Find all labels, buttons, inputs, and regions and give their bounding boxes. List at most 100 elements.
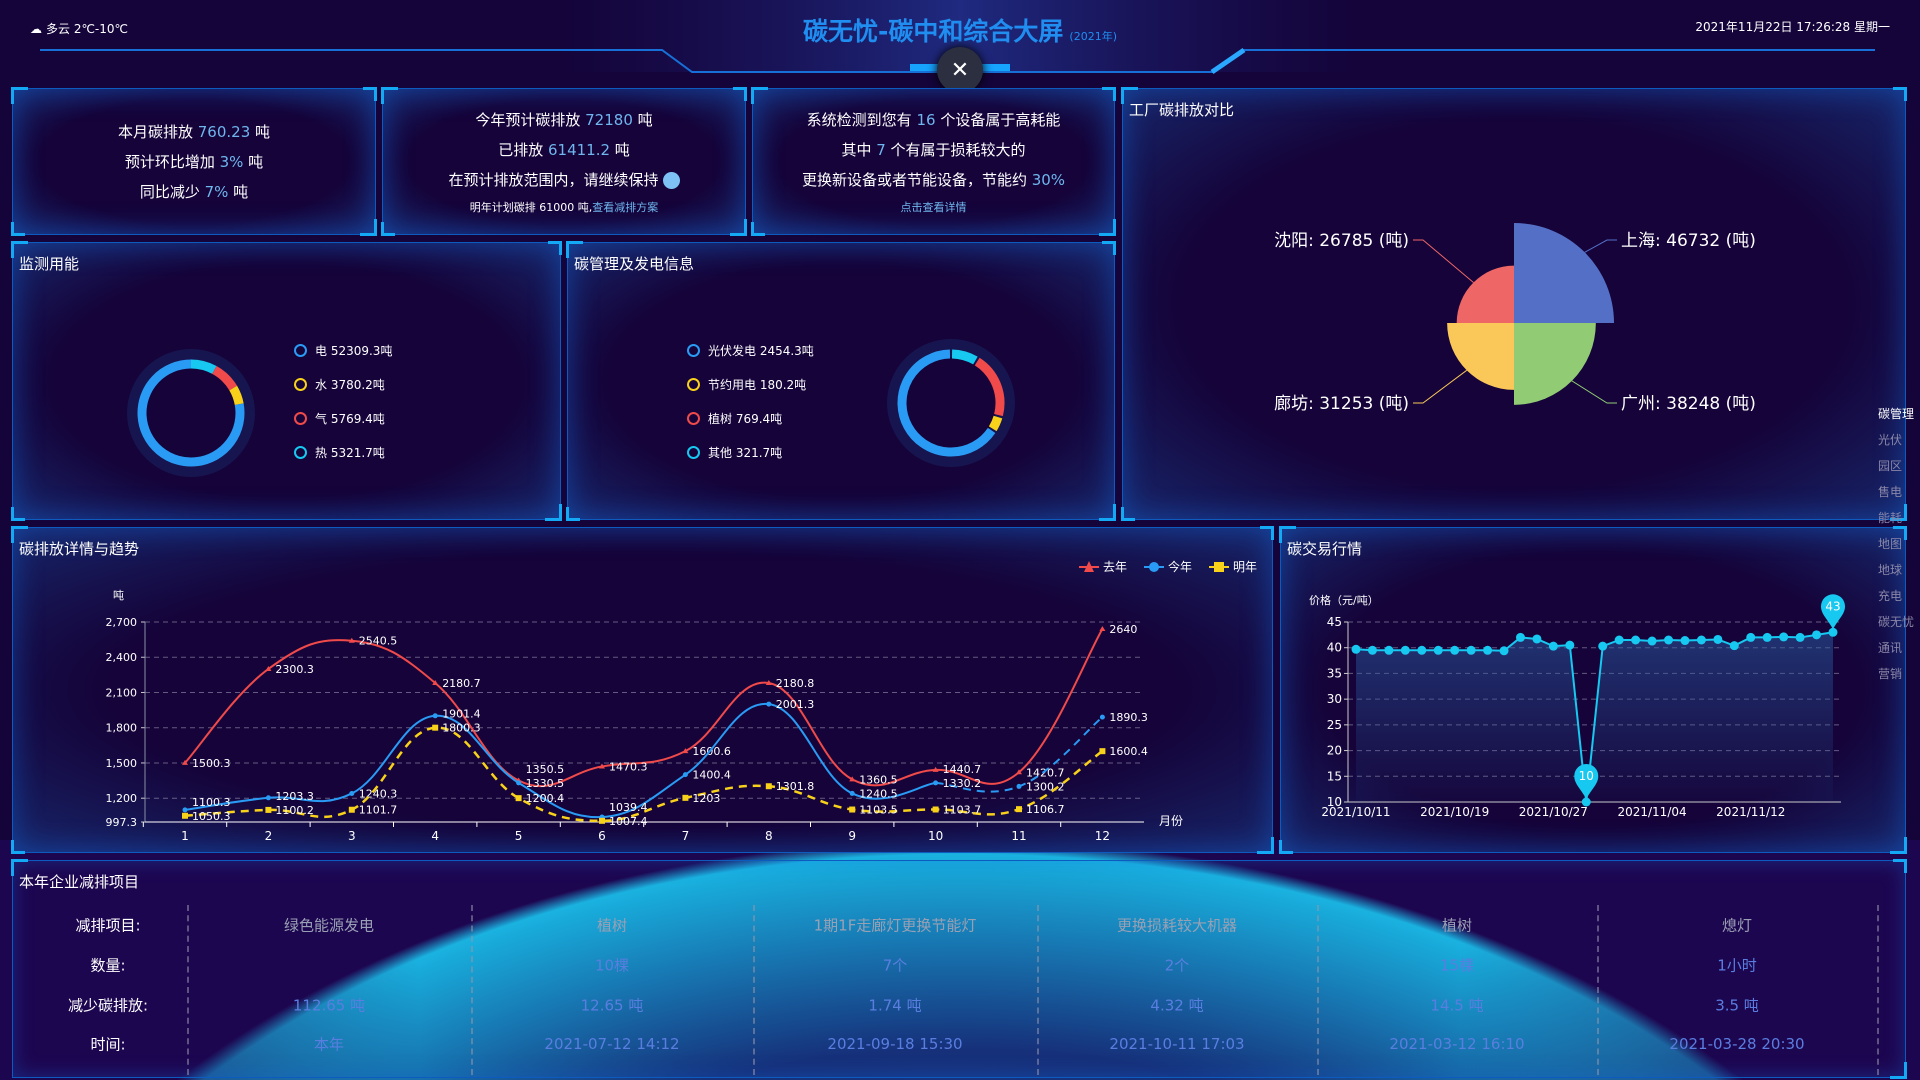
nav-item-能耗[interactable]: 能耗 — [1878, 511, 1903, 525]
nav-item-碳无忧[interactable]: 碳无忧 — [1878, 615, 1915, 629]
price-point[interactable] — [1664, 635, 1674, 645]
donut-segment[interactable] — [229, 385, 244, 406]
data-point[interactable] — [682, 772, 688, 778]
price-point[interactable] — [1400, 645, 1410, 655]
data-point[interactable] — [1016, 806, 1022, 813]
legend-item[interactable]: 水 3780.2吨 — [294, 376, 392, 392]
data-point[interactable] — [516, 780, 522, 786]
price-point[interactable] — [1746, 632, 1756, 642]
donut-segment[interactable] — [974, 357, 1005, 417]
detail-link[interactable]: 点击查看详情 — [900, 200, 967, 214]
nav-item-地图[interactable]: 地图 — [1878, 537, 1903, 551]
data-point[interactable] — [682, 748, 689, 754]
data-point[interactable] — [1016, 783, 1022, 789]
price-point[interactable] — [1384, 645, 1394, 655]
data-point[interactable] — [932, 766, 939, 772]
data-point[interactable] — [849, 790, 855, 796]
price-point[interactable] — [1581, 797, 1591, 807]
price-point[interactable] — [1499, 646, 1509, 656]
price-point[interactable] — [1598, 641, 1608, 651]
data-point[interactable] — [933, 780, 939, 786]
data-point[interactable] — [182, 759, 188, 765]
nav-item-售电[interactable]: 售电 — [1878, 485, 1903, 499]
pie-slice-沈阳[interactable] — [1456, 265, 1514, 323]
data-point[interactable] — [432, 713, 438, 719]
pie-slice-广州[interactable] — [1514, 323, 1596, 405]
legend-item-去年[interactable]: 去年 — [1079, 560, 1127, 574]
data-point[interactable] — [849, 776, 856, 782]
data-point[interactable] — [599, 817, 605, 824]
price-point[interactable] — [1532, 634, 1542, 644]
price-point[interactable] — [1795, 632, 1805, 642]
detail-link[interactable]: 查看减排方案 — [592, 200, 659, 214]
data-point[interactable] — [682, 794, 689, 801]
price-point[interactable] — [1631, 635, 1641, 645]
data-point[interactable] — [1099, 626, 1106, 632]
nav-item-园区[interactable]: 园区 — [1878, 459, 1903, 473]
data-point[interactable] — [1016, 769, 1022, 775]
legend-item[interactable]: 电 52309.3吨 — [294, 342, 392, 358]
nav-item-碳管理[interactable]: 碳管理 — [1878, 407, 1915, 421]
data-point[interactable] — [765, 679, 772, 685]
donut-segment[interactable] — [212, 365, 238, 391]
donut-segment[interactable] — [988, 415, 1003, 432]
price-point[interactable] — [1812, 630, 1822, 640]
legend-item[interactable]: 植树 769.4吨 — [687, 410, 814, 426]
price-point[interactable] — [1729, 641, 1739, 651]
price-point[interactable] — [1779, 632, 1789, 642]
data-point[interactable] — [348, 806, 355, 813]
price-point[interactable] — [1680, 636, 1690, 646]
donut-segment[interactable] — [897, 349, 996, 457]
nav-item-通讯[interactable]: 通讯 — [1878, 641, 1903, 655]
donut-segment[interactable] — [137, 359, 245, 467]
price-point[interactable] — [1828, 627, 1838, 637]
price-point[interactable] — [1367, 645, 1377, 655]
data-point[interactable] — [432, 679, 439, 685]
price-point[interactable] — [1351, 644, 1361, 654]
legend-item[interactable]: 气 5769.4吨 — [294, 410, 392, 426]
data-point[interactable] — [432, 724, 439, 731]
pie-slice-廊坊[interactable] — [1447, 323, 1514, 390]
price-point[interactable] — [1433, 645, 1443, 655]
data-point[interactable] — [265, 806, 272, 813]
donut-segment[interactable] — [951, 349, 978, 365]
data-point[interactable] — [932, 806, 939, 813]
legend-item[interactable]: 光伏发电 2454.3吨 — [687, 342, 814, 358]
nav-item-营销[interactable]: 营销 — [1878, 667, 1903, 681]
price-point[interactable] — [1450, 645, 1460, 655]
price-point[interactable] — [1762, 632, 1772, 642]
close-button[interactable]: ✕ — [937, 47, 983, 93]
data-point[interactable] — [348, 637, 355, 643]
price-point[interactable] — [1417, 645, 1427, 655]
data-point[interactable] — [265, 795, 271, 801]
nav-item-光伏[interactable]: 光伏 — [1878, 433, 1903, 447]
data-point[interactable] — [515, 795, 522, 802]
data-point[interactable] — [182, 807, 188, 813]
data-point[interactable] — [182, 812, 188, 819]
data-point[interactable] — [599, 763, 605, 769]
data-point[interactable] — [849, 806, 856, 813]
price-point[interactable] — [1515, 632, 1525, 642]
data-point[interactable] — [349, 790, 355, 796]
legend-item[interactable]: 节约用电 180.2吨 — [687, 376, 814, 392]
price-point[interactable] — [1713, 634, 1723, 644]
price-point[interactable] — [1565, 640, 1575, 650]
legend-item[interactable]: 其他 321.7吨 — [687, 444, 814, 460]
legend-item-今年[interactable]: 今年 — [1144, 559, 1192, 574]
price-point[interactable] — [1548, 641, 1558, 651]
pie-slice-上海[interactable] — [1514, 223, 1614, 323]
nav-item-充电[interactable]: 充电 — [1878, 589, 1903, 603]
legend-item-明年[interactable]: 明年 — [1209, 560, 1257, 574]
data-point[interactable] — [765, 783, 772, 790]
price-point[interactable] — [1466, 645, 1476, 655]
price-point[interactable] — [1647, 636, 1657, 646]
price-point[interactable] — [1614, 635, 1624, 645]
legend-item[interactable]: 热 5321.7吨 — [294, 444, 392, 460]
price-point[interactable] — [1696, 635, 1706, 645]
price-point[interactable] — [1483, 645, 1493, 655]
data-point[interactable] — [1099, 748, 1106, 755]
donut-segment[interactable] — [190, 359, 217, 374]
data-point[interactable] — [265, 665, 272, 671]
nav-item-地球[interactable]: 地球 — [1878, 563, 1903, 577]
data-point[interactable] — [766, 701, 772, 707]
